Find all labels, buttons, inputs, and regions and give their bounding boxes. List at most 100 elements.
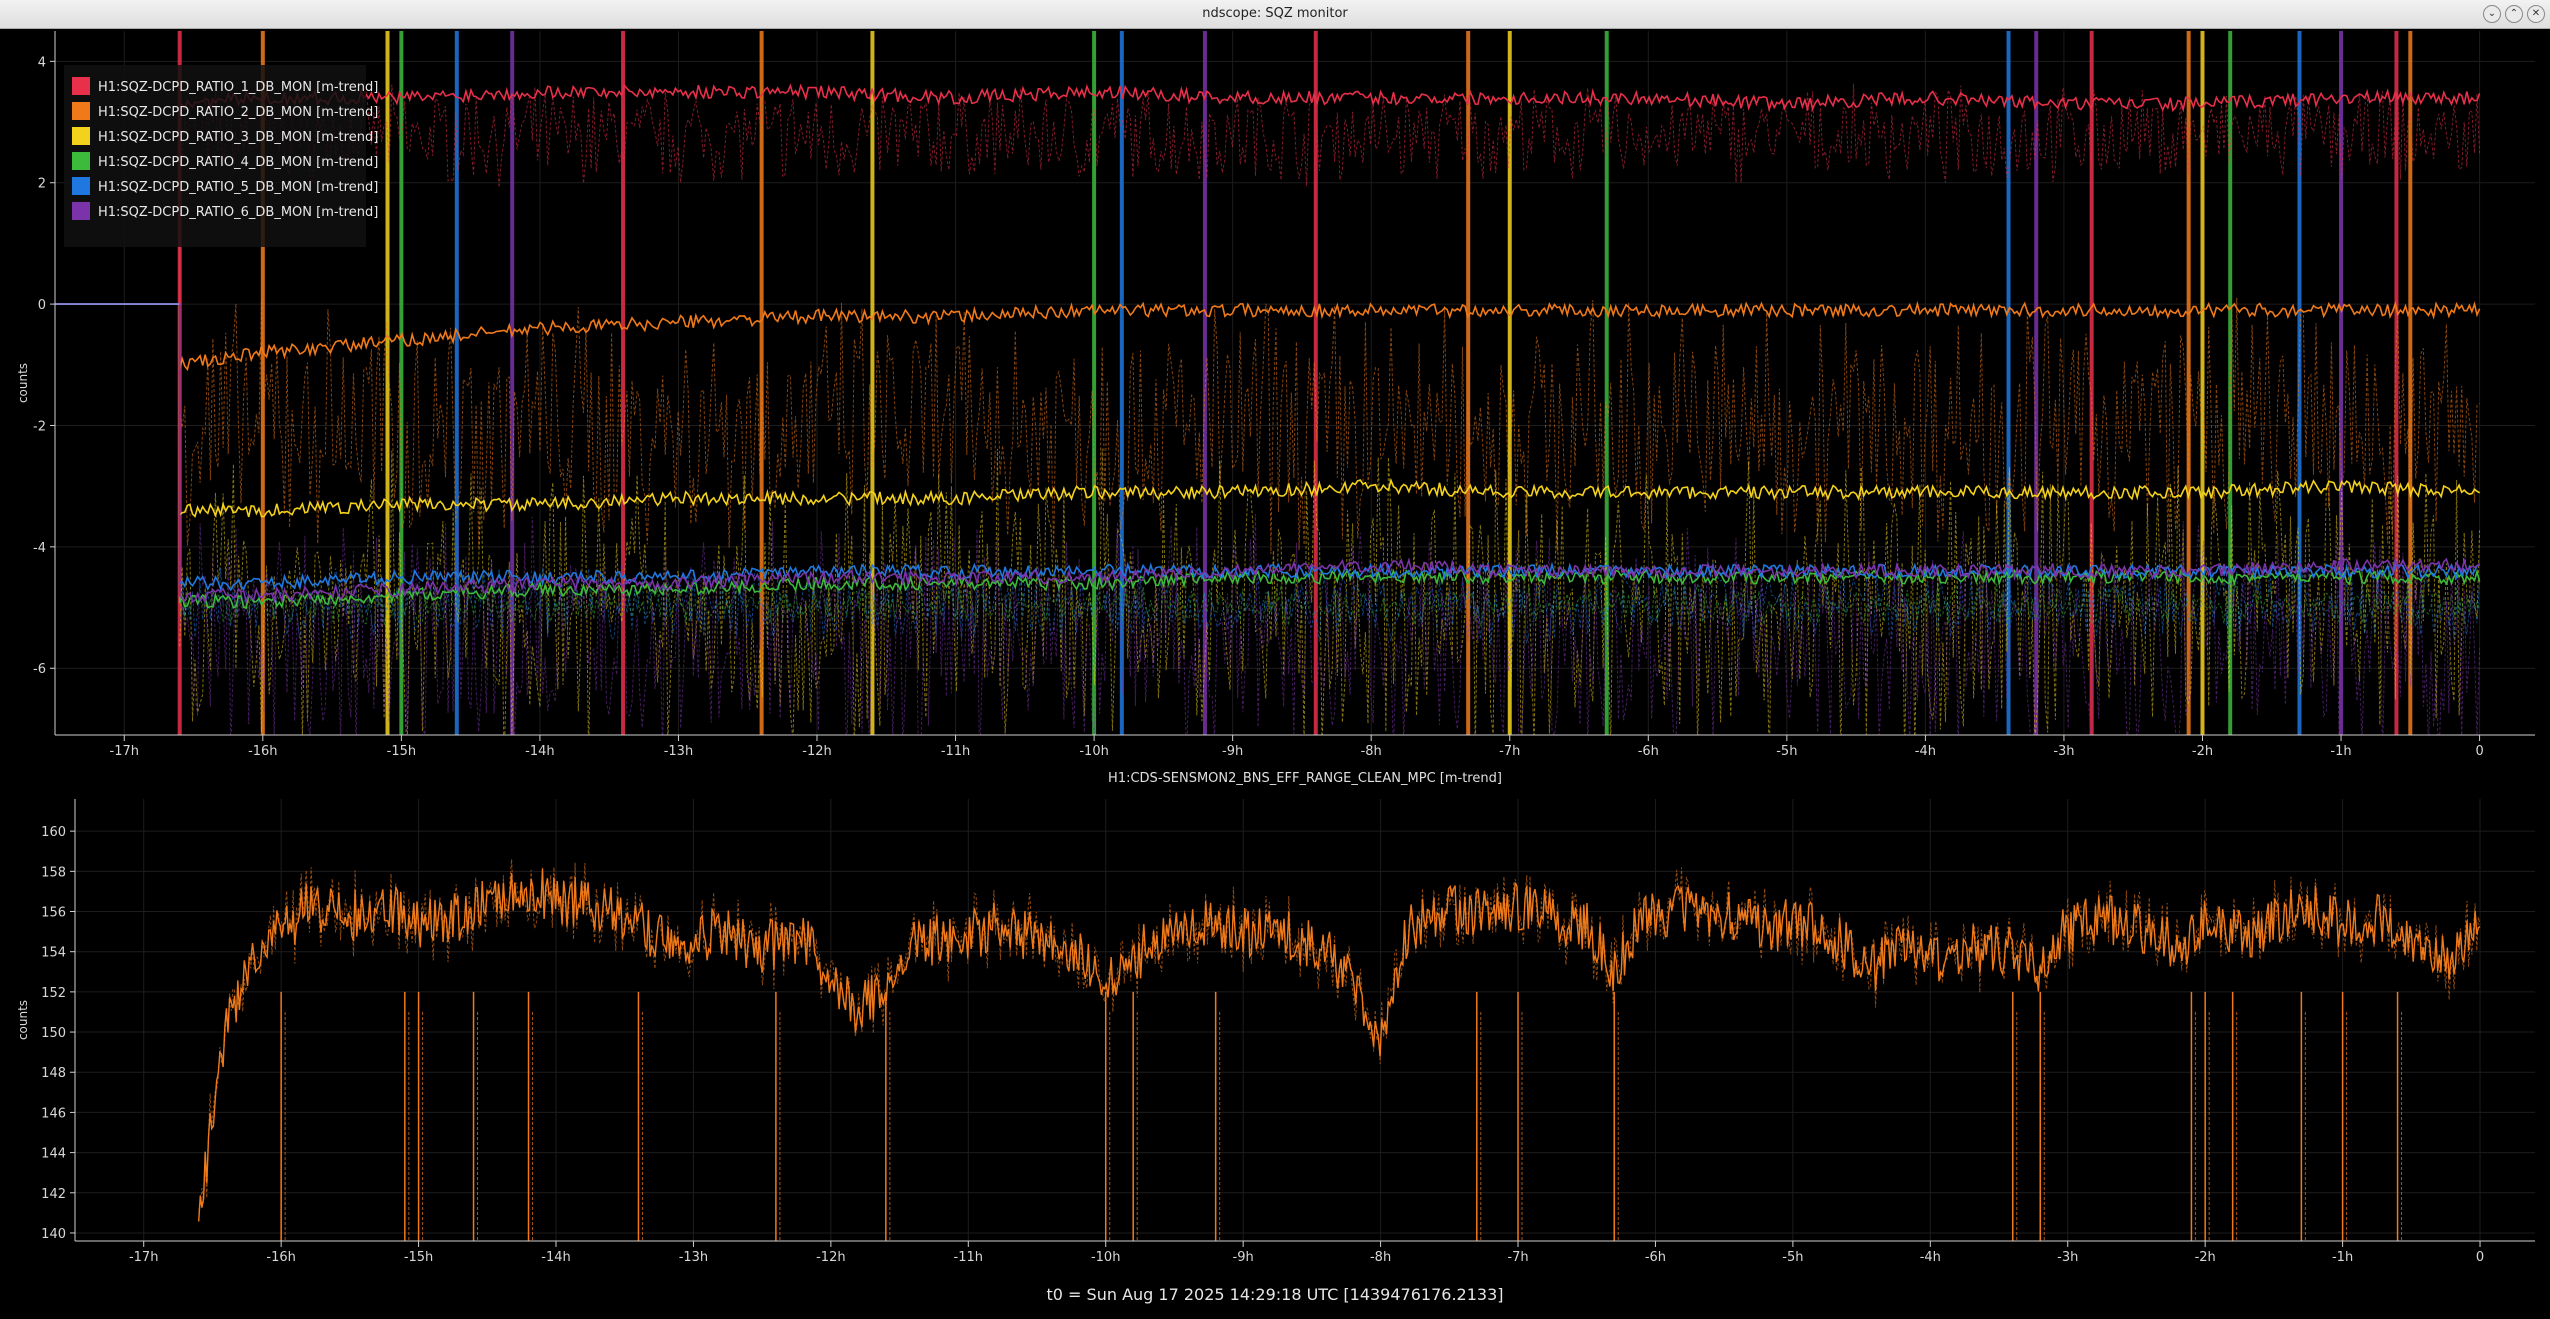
y-tick-label: 0 [38, 298, 46, 313]
x-tick-label: -2h [2195, 1250, 2216, 1265]
legend-background [64, 65, 366, 247]
window-titlebar: ndscope: SQZ monitor ⌄ ⌃ ✕ [0, 0, 2550, 29]
y-tick-label: 154 [41, 946, 66, 961]
charts-canvas[interactable]: H1:SQZ-DCPD_RATIO_1_DB_MON [m-trend] H1:S… [0, 29, 2550, 1279]
legend-swatch-2 [72, 102, 90, 120]
y-tick-label: 144 [41, 1147, 66, 1162]
legend-label-2: H1:SQZ-DCPD_RATIO_2_DB_MON [m-trend] [98, 105, 378, 120]
legend-swatch-5 [72, 177, 90, 195]
legend-swatch-3 [72, 127, 90, 145]
y-tick-label: 148 [41, 1066, 66, 1081]
glitch-mark [870, 31, 875, 735]
x-tick-label: -8h [1370, 1250, 1391, 1265]
legend-swatch-1 [72, 77, 90, 95]
x-tick-label: -5h [1776, 744, 1797, 759]
glitch-mark [1604, 31, 1609, 735]
series-line-6 [55, 303, 2481, 605]
y-tick-label: 152 [41, 986, 66, 1001]
legend-label-3: H1:SQZ-DCPD_RATIO_3_DB_MON [m-trend] [98, 130, 378, 145]
x-tick-label: -15h [404, 1250, 433, 1265]
x-tick-label: -14h [525, 744, 554, 759]
plot-data-group [198, 859, 2481, 1241]
legend-swatch-4 [72, 152, 90, 170]
x-tick-label: -5h [1782, 1250, 1803, 1265]
x-tick-label: -1h [2330, 744, 2351, 759]
glitch-mark [2339, 31, 2344, 735]
legend: H1:SQZ-DCPD_RATIO_1_DB_MON [m-trend] H1:S… [64, 65, 378, 247]
x-tick-label: -13h [679, 1250, 708, 1265]
x-tick-label: -7h [1507, 1250, 1528, 1265]
y-axis-label: counts [16, 363, 30, 403]
series-envelope-4 [179, 582, 2481, 627]
y-tick-label: 158 [41, 865, 66, 880]
x-tick-label: -1h [2332, 1250, 2353, 1265]
x-tick-label: -17h [110, 744, 139, 759]
legend-label-5: H1:SQZ-DCPD_RATIO_5_DB_MON [m-trend] [98, 180, 378, 195]
series-envelope-2 [179, 297, 2480, 555]
x-tick-label: -9h [1233, 1250, 1254, 1265]
series-envelope-3 [179, 448, 2481, 735]
plot-area[interactable]: H1:SQZ-DCPD_RATIO_1_DB_MON [m-trend] H1:S… [0, 29, 2550, 1319]
glitch-mark [1202, 31, 1207, 735]
x-tick-label: -8h [1361, 744, 1382, 759]
series-line-1 [55, 83, 2481, 305]
x-tick-label: -17h [129, 1250, 158, 1265]
legend-label-6: H1:SQZ-DCPD_RATIO_6_DB_MON [m-trend] [98, 205, 378, 220]
glitch-mark [2089, 31, 2094, 735]
y-tick-label: 140 [41, 1227, 66, 1242]
x-tick-label: -13h [664, 744, 693, 759]
x-tick-label: -12h [816, 1250, 845, 1265]
glitch-mark [1466, 31, 1471, 735]
series-envelope-1 [179, 83, 2481, 188]
series-line-5 [55, 303, 2480, 592]
glitch-mark [759, 31, 764, 735]
legend-swatch-6 [72, 202, 90, 220]
series-envelope-6 [179, 514, 2481, 735]
series-line-2 [55, 300, 2481, 372]
x-tick-label: -4h [1915, 744, 1936, 759]
window-title: ndscope: SQZ monitor [1202, 6, 1348, 21]
glitch-mark [2297, 31, 2302, 735]
x-tick-label: 0 [2475, 744, 2483, 759]
x-tick-label: -3h [2053, 744, 2074, 759]
glitch-mark [454, 31, 459, 735]
glitch-mark [2186, 31, 2191, 735]
y-tick-label: 146 [41, 1106, 66, 1121]
x-tick-label: -11h [941, 744, 970, 759]
glitch-mark [2394, 31, 2399, 735]
t0-label: t0 = Sun Aug 17 2025 14:29:18 UTC [14394… [1046, 1285, 1504, 1304]
x-tick-label: -7h [1499, 744, 1520, 759]
glitch-mark [2408, 31, 2413, 735]
close-icon[interactable]: ✕ [2527, 5, 2545, 23]
glitch-mark [1092, 31, 1097, 735]
range-line [198, 868, 2481, 1222]
y-tick-label: -4 [33, 541, 46, 556]
x-tick-label: -11h [954, 1250, 983, 1265]
x-tick-label: -14h [541, 1250, 570, 1265]
glitch-mark [2200, 31, 2205, 735]
y-tick-label: -2 [33, 419, 46, 434]
x-tick-label: -12h [802, 744, 831, 759]
glitch-mark [260, 31, 265, 735]
x-tick-label: -10h [1091, 1250, 1120, 1265]
glitch-mark [2034, 31, 2039, 735]
minimize-icon[interactable]: ⌄ [2483, 5, 2501, 23]
x-tick-label: -6h [1638, 744, 1659, 759]
y-tick-label: 4 [38, 55, 46, 70]
y-tick-label: -6 [33, 662, 46, 677]
legend-label-1: H1:SQZ-DCPD_RATIO_1_DB_MON [m-trend] [98, 80, 378, 95]
x-tick-label: -4h [1920, 1250, 1941, 1265]
y-tick-label: 156 [41, 906, 66, 921]
x-tick-label: -6h [1645, 1250, 1666, 1265]
glitch-mark [1119, 31, 1124, 735]
x-tick-label: 0 [2476, 1250, 2484, 1265]
chart-panel-1: H1:SQZ-DCPD_RATIO_1_DB_MON [m-trend] H1:S… [16, 31, 2535, 759]
maximize-icon[interactable]: ⌃ [2505, 5, 2523, 23]
x-tick-label: -16h [266, 1250, 295, 1265]
glitch-mark [510, 31, 515, 735]
glitch-mark [1313, 31, 1318, 735]
series-envelope-5 [179, 565, 2481, 645]
x-tick-label: -16h [248, 744, 277, 759]
chart-panel-2: H1:CDS-SENSMON2_BNS_EFF_RANGE_CLEAN_MPC … [16, 771, 2535, 1265]
glitch-mark [621, 31, 626, 735]
